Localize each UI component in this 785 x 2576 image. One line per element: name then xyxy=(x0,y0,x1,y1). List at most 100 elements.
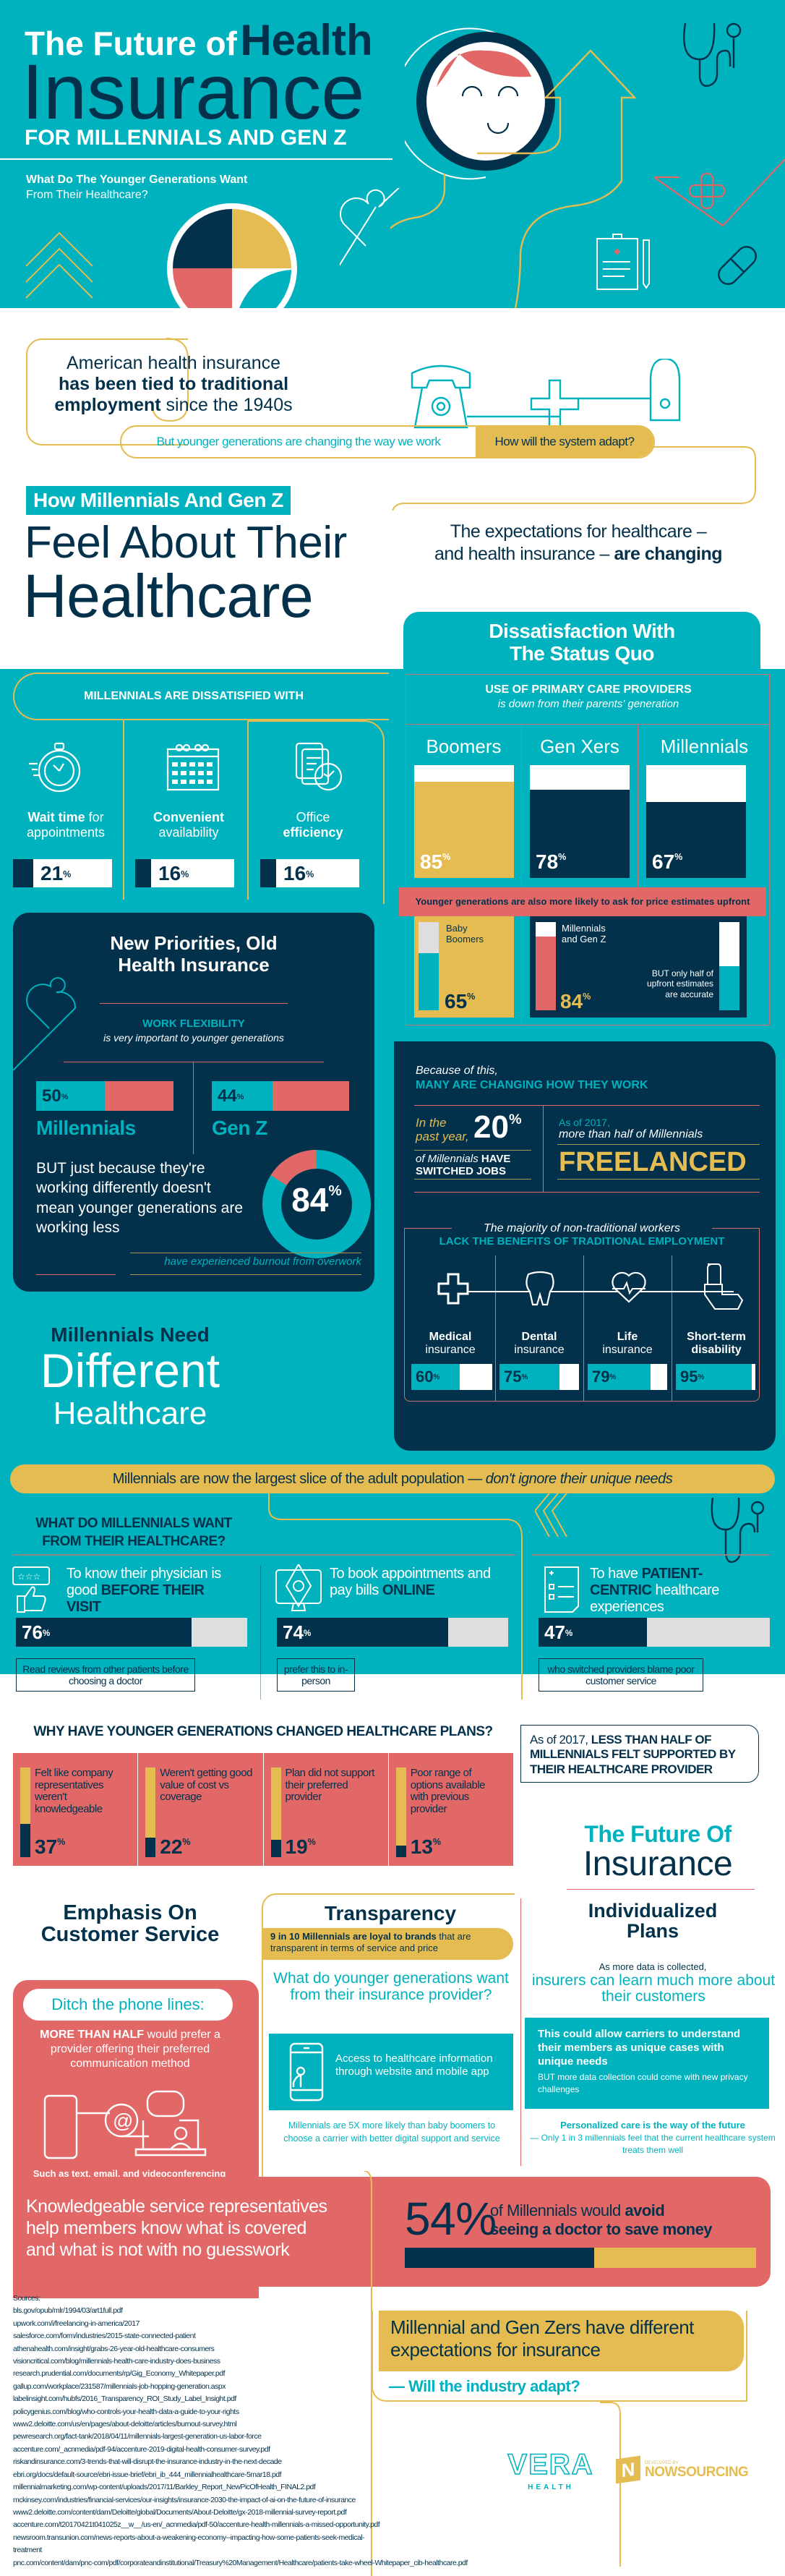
pct-bar-efficiency: 16% xyxy=(260,859,359,887)
need-line2: Different xyxy=(40,1344,220,1397)
pill-icon xyxy=(718,246,757,285)
svg-text:☆☆☆: ☆☆☆ xyxy=(17,1571,40,1582)
page-title: Insurance xyxy=(22,48,365,135)
benefit-rest: disability xyxy=(691,1344,742,1357)
arm-cast-icon xyxy=(704,1263,744,1310)
burnout-text: have experienced burnout from overwork xyxy=(164,1255,361,1268)
dissatisfied-item-2: Office efficiency xyxy=(259,810,367,840)
nowsourcing-logo: N DEVELOPED BY NOWSOURCING xyxy=(616,2455,749,2484)
source-item: pnc.com/content/dam/pnc-com/pdf/corporat… xyxy=(13,2558,468,2567)
source-item: upwork.com/i/freelancing-in-america/2017 xyxy=(13,2319,140,2328)
pct-value: 37 xyxy=(35,1835,58,1858)
dissatisfied-heading: MILLENNIALS ARE DISSATISFIED WITH xyxy=(84,690,304,702)
flex-label-genz: Gen Z xyxy=(212,1117,267,1139)
source-item: mckinsey.com/industries/financial-servic… xyxy=(13,2495,356,2504)
pct-value: 16 xyxy=(283,862,306,884)
tooth-icon xyxy=(526,1271,554,1306)
flex-heading: WORK FLEXIBILITY xyxy=(142,1018,245,1030)
ind-big: insurers can learn much more about their… xyxy=(531,1972,776,2005)
calendar-icon xyxy=(166,743,220,791)
brand-main: VERA xyxy=(507,2449,594,2481)
need-line3: Healthcare xyxy=(53,1396,207,1431)
pct-value: 50 xyxy=(42,1086,61,1106)
sources-label: Sources: xyxy=(13,2294,40,2303)
benefit-3: Short-term disability xyxy=(673,1331,760,1357)
heart-outline-icon xyxy=(340,188,400,266)
pcp-bar-millennials: 67% xyxy=(646,765,746,878)
ditch-rest: would prefer a provider offering their p… xyxy=(50,2029,220,2070)
price-banner: Younger generations are also more likely… xyxy=(399,887,766,916)
pct-value: 84 xyxy=(560,990,583,1012)
avoid-bar xyxy=(405,2248,756,2268)
text-a: To book appointments and pay bills xyxy=(330,1566,491,1598)
want-text-1: To book appointments and pay bills ONLIN… xyxy=(330,1566,496,1599)
feel-kicker: How Millennials And Gen Z xyxy=(26,486,291,515)
cost-section: Knowledgeable service representatives he… xyxy=(13,2177,771,2287)
source-item: www2.deloitte.com/content/dam/Deloitte/g… xyxy=(13,2507,347,2517)
burnout-pct: 84 xyxy=(291,1181,329,1219)
pill-right-text: How will the system adapt? xyxy=(476,427,653,457)
avoid-pct: 54% xyxy=(405,2193,497,2245)
status-quo-title-2: The Status Quo xyxy=(510,641,654,665)
want-note-1: prefer this to in-person xyxy=(277,1658,355,1692)
callout-a: As of 2017, xyxy=(530,1733,591,1747)
pct-value: 76 xyxy=(22,1621,43,1643)
source-item: www2.deloitte.com/us/en/pages/about-delo… xyxy=(13,2420,237,2429)
pct-value: 78 xyxy=(536,850,559,873)
question-rest: From Their Healthcare? xyxy=(26,189,148,201)
source-item: accenture.com/t20170421t041025z__w__/us-… xyxy=(13,2520,380,2530)
text-a: To have xyxy=(590,1566,642,1582)
wants-section: WHAT DO MILLENNIALS WANT FROM THEIR HEALT… xyxy=(0,1493,785,1699)
changed-plans-section: WHY HAVE YOUNGER GENERATIONS CHANGED HEA… xyxy=(13,1711,513,1866)
benefit-bar-2: 79% xyxy=(588,1364,667,1390)
mobile-app-icon xyxy=(289,2042,324,2102)
price-young-panel: Millennials and Gen Z 84% BUT only half o… xyxy=(530,916,747,1018)
pcp-bar-genx: 78% xyxy=(530,765,630,878)
flex-label-millennials: Millennials xyxy=(36,1117,136,1139)
cs-title-2: Customer Service xyxy=(40,1923,220,1947)
item-line2: availability xyxy=(158,824,219,840)
benefit-1: Dental insurance xyxy=(497,1331,582,1357)
source-item: accenture.com/_acnmedia/pdf-94/accenture… xyxy=(13,2444,270,2454)
pct-value: 95 xyxy=(680,1368,698,1386)
ind-box-sub: BUT more data collection could come with… xyxy=(538,2072,748,2095)
label: Baby xyxy=(446,923,468,934)
future-kicker: The Future Of xyxy=(584,1821,732,1847)
support-callout: As of 2017, LESS THAN HALF OF MILLENNIAL… xyxy=(520,1725,759,1783)
dev-label: DEVELOPED BY xyxy=(645,2460,679,2465)
stopwatch-icon xyxy=(29,742,81,793)
svg-text:@: @ xyxy=(113,2110,133,2132)
pcp-heading: USE OF PRIMARY CARE PROVIDERS xyxy=(485,683,692,696)
pcp-label-genx: Gen Xers xyxy=(540,735,619,757)
source-item: athenahealth.com/insight/grabs-26-year-o… xyxy=(13,2344,215,2353)
benefit-bold: Life xyxy=(617,1331,638,1343)
chevrons-up-icon xyxy=(25,231,93,299)
pct-value: 22 xyxy=(160,1835,183,1858)
benefits-heading: LACK THE BENEFITS OF TRADITIONAL EMPLOYM… xyxy=(439,1235,725,1248)
priorities-title-1: New Priorities, Old xyxy=(110,932,278,954)
intro-pill: But younger generations are changing the… xyxy=(120,425,655,459)
want-bar-1: 74% xyxy=(277,1618,508,1647)
changed-plans-heading: WHY HAVE YOUNGER GENERATIONS CHANGED HEA… xyxy=(33,1724,493,1739)
source-item: pewresearch.org/fact-tank/2018/04/11/mil… xyxy=(13,2432,262,2441)
reason-1: Weren't getting good value of cost vs co… xyxy=(138,1753,264,1866)
ditch-pill: Ditch the phone lines: xyxy=(23,1989,233,2021)
but-text: BUT just because they're working differe… xyxy=(36,1160,244,1236)
dev-name: NOWSOURCING xyxy=(645,2464,749,2480)
want-bar-0: 76% xyxy=(16,1618,247,1647)
text-c: healthcare experiences xyxy=(590,1582,719,1615)
medical-cross-icon xyxy=(437,1273,469,1305)
dissatisfied-heading-frame xyxy=(13,673,389,720)
item-bold: Wait time xyxy=(27,810,85,824)
item-rest: Office xyxy=(296,810,330,824)
header-section: The Future of Health Insurance FOR MILLE… xyxy=(0,0,785,308)
likely-text: Millennials are 5X more likely than baby… xyxy=(283,2120,500,2144)
text-b: PATIENT-CENTRIC xyxy=(590,1566,703,1598)
growth-arrow-icon xyxy=(390,49,637,308)
item-rest: for xyxy=(85,810,104,824)
wants-heading-2: FROM THEIR HEALTHCARE? xyxy=(42,1533,226,1549)
source-item: riskandinsurance.com/3-trends-that-will-… xyxy=(13,2457,282,2467)
benefit-0: Medical insurance xyxy=(407,1331,494,1357)
benefit-bold: Dental xyxy=(521,1331,557,1343)
banner-a: Millennials are now the largest slice of… xyxy=(112,1471,486,1487)
